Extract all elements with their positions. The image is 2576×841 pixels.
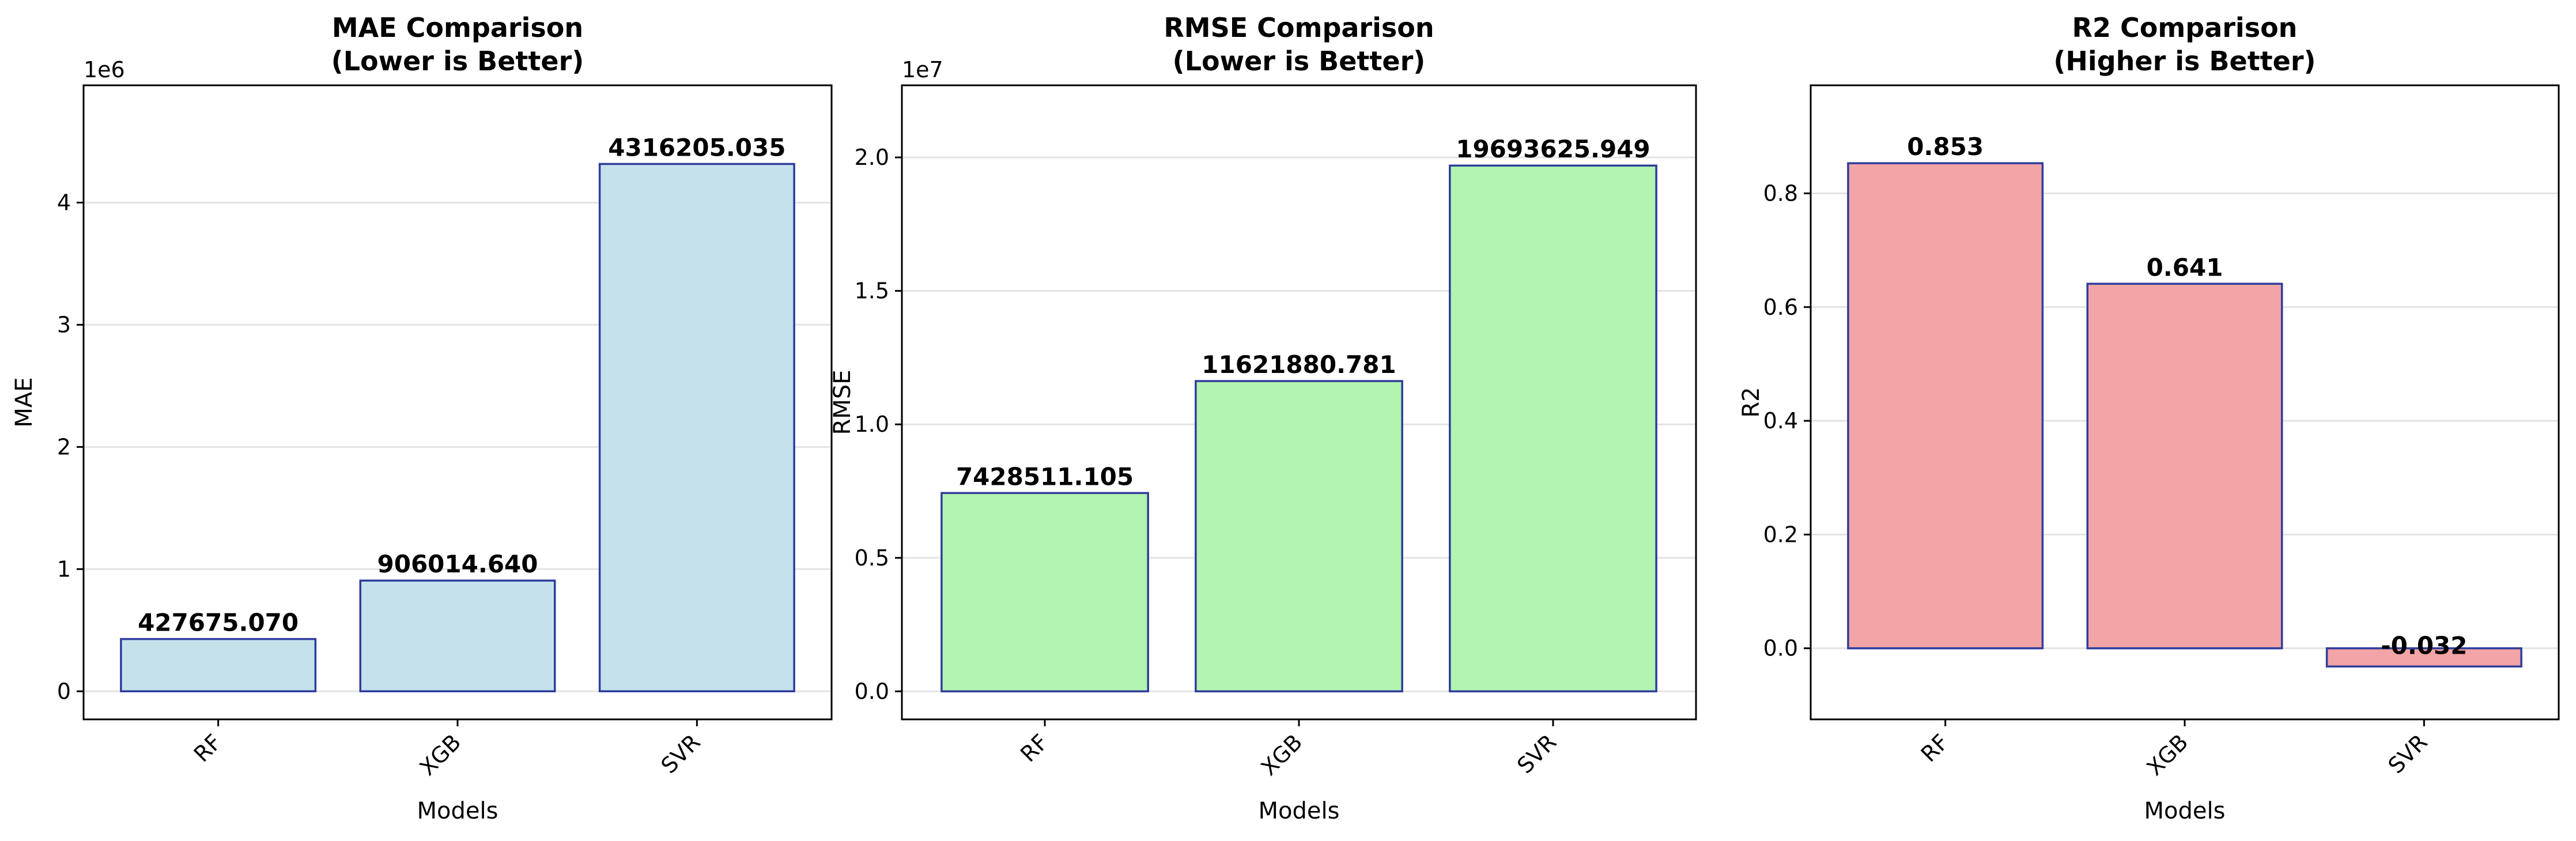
bar-xgb <box>2086 282 2283 650</box>
chart-title: MAE Comparison <box>332 12 583 43</box>
y-tick-label: 0.2 <box>1763 522 1798 547</box>
y-tick-label: 3 <box>57 312 71 337</box>
x-axis-label: Models <box>417 798 498 824</box>
y-axis-label: R2 <box>1738 387 1765 417</box>
y-tick-label: 2 <box>57 434 71 459</box>
y-axis-label: MAE <box>11 377 37 427</box>
bar-xgb <box>1195 380 1403 693</box>
y-tick-label: 0.0 <box>855 678 889 704</box>
y-tick-label: 0 <box>57 678 71 704</box>
y-tick-label: 0.6 <box>1763 295 1798 320</box>
y-tick-label: 0.0 <box>1763 636 1798 661</box>
y-tick-label: 1.5 <box>855 278 889 304</box>
y-tick-label: 0.4 <box>1763 408 1798 433</box>
x-tick-label-svr: SVR <box>656 729 705 778</box>
data-label-svr: 4316205.035 <box>608 133 785 161</box>
data-label-svr: -0.032 <box>2381 632 2467 660</box>
y-tick-label: 1 <box>57 556 71 582</box>
data-label-rf: 7428511.105 <box>956 462 1134 491</box>
data-label-xgb: 11621880.781 <box>1202 350 1396 379</box>
chart-title: R2 Comparison <box>2072 12 2298 43</box>
chart-subtitle: (Lower is Better) <box>331 46 584 77</box>
y-scale-offset: 1e7 <box>902 57 943 82</box>
bar-rf <box>120 638 317 693</box>
chart-subtitle: (Lower is Better) <box>1173 46 1426 77</box>
data-label-svr: 19693625.949 <box>1456 135 1650 163</box>
x-axis-label: Models <box>2144 798 2226 824</box>
x-tick-label-xgb: XGB <box>2142 729 2193 780</box>
chart-subtitle: (Higher is Better) <box>2053 46 2316 77</box>
data-label-xgb: 906014.640 <box>377 550 538 578</box>
bar-svr <box>1449 164 1657 693</box>
x-tick-label-svr: SVR <box>2383 729 2432 778</box>
y-tick-label: 0.5 <box>855 545 889 571</box>
chart-title: RMSE Comparison <box>1164 12 1434 43</box>
y-tick-label: 2.0 <box>855 145 889 170</box>
x-tick-label-xgb: XGB <box>1256 729 1308 780</box>
chart-panel-2: 7428511.105 11621880.781 19693625.949 0.0 0.… <box>829 12 1697 824</box>
bar-svr <box>598 163 795 693</box>
bar-xgb <box>359 579 556 693</box>
y-scale-offset: 1e6 <box>84 57 125 82</box>
x-tick-label-xgb: XGB <box>415 729 466 780</box>
x-tick-label-svr: SVR <box>1512 729 1561 778</box>
data-label-rf: 0.853 <box>1907 133 1984 161</box>
bar-rf <box>940 492 1149 693</box>
bar-svr <box>2325 647 2522 668</box>
data-label-rf: 427675.070 <box>138 609 299 637</box>
y-tick-label: 0.8 <box>1763 180 1798 206</box>
data-label-xgb: 0.641 <box>2147 253 2223 281</box>
chart-panel-3: 0.853 0.641 -0.032 0.0 0.2 0.4 0.6 0.8 RF XGB SVR R… <box>1738 12 2560 824</box>
y-tick-label: 1.0 <box>855 412 889 437</box>
x-tick-label-rf: RF <box>189 729 226 767</box>
x-tick-label-rf: RF <box>1015 729 1053 767</box>
y-axis-label: RMSE <box>829 370 856 435</box>
x-axis-label: Models <box>1259 798 1340 824</box>
bar-rf <box>1847 162 2044 650</box>
chart-panel-1: 427675.070 906014.640 4316205.035 0 1 2 3 4 RF XG… <box>11 12 833 824</box>
y-tick-label: 4 <box>57 190 71 215</box>
x-tick-label-rf: RF <box>1916 729 1954 767</box>
